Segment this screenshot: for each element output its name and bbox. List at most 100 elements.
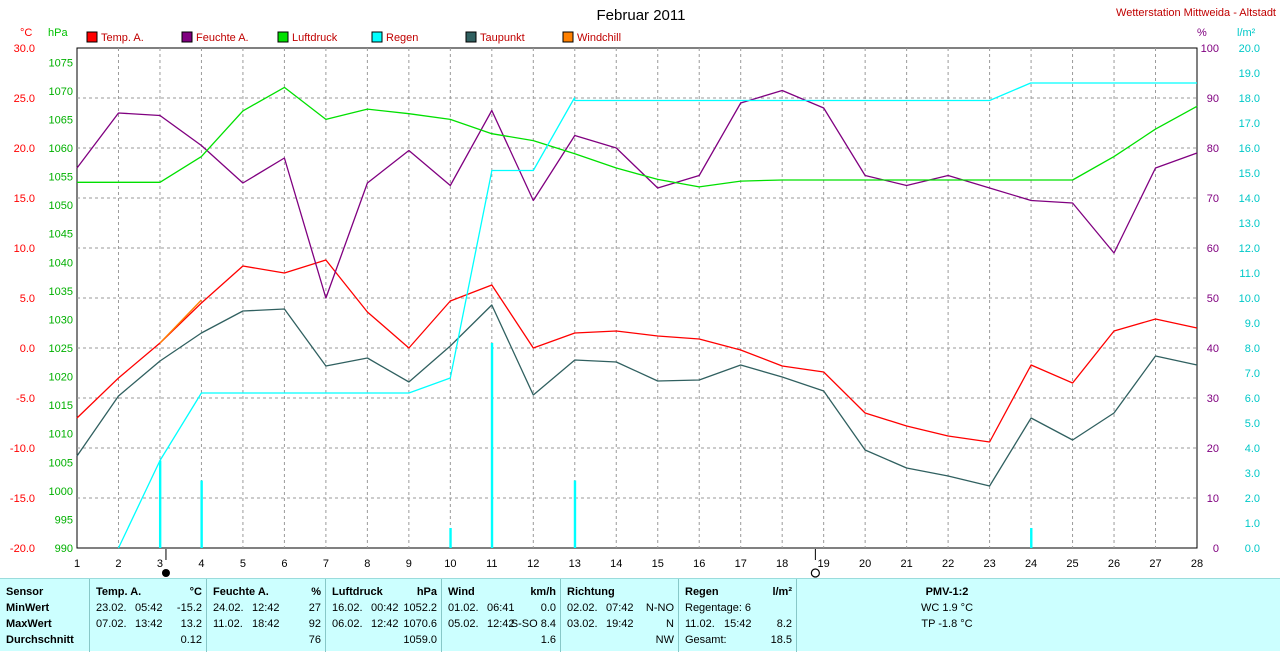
rain-bar bbox=[573, 480, 577, 548]
temp-tick-label: 20.0 bbox=[14, 143, 35, 155]
humidity-unit: % bbox=[311, 586, 321, 598]
rain-title: Regen bbox=[685, 586, 719, 598]
rain-tick-label: 5.0 bbox=[1245, 418, 1260, 430]
pressure-max-date: 06.02. bbox=[332, 618, 363, 630]
humidity-axis-unit: % bbox=[1197, 27, 1207, 39]
legend-label: Temp. A. bbox=[101, 32, 144, 44]
x-tick-label: 18 bbox=[776, 558, 788, 570]
station-name: Wetterstation Mittweida - Altstadt bbox=[1116, 7, 1276, 19]
pmv-tp: TP -1.8 °C bbox=[921, 618, 973, 630]
pressure-tick-label: 1025 bbox=[49, 343, 73, 355]
rain-tick-label: 14.0 bbox=[1239, 193, 1260, 205]
grid bbox=[76, 47, 1198, 549]
temp-tick-label: 10.0 bbox=[14, 243, 35, 255]
pressure-tick-label: 1015 bbox=[49, 400, 73, 412]
x-tick-label: 23 bbox=[983, 558, 995, 570]
rain-tick-label: 10.0 bbox=[1239, 293, 1260, 305]
humidity-tick-label: 50 bbox=[1207, 293, 1219, 305]
humidity-title: Feuchte A. bbox=[213, 586, 269, 598]
statistics-panel: Sensor MinWert MaxWert Durchschnitt Temp… bbox=[0, 578, 1280, 652]
series-line-taupunkt bbox=[76, 304, 1198, 487]
rain-tick-label: 17.0 bbox=[1239, 118, 1260, 130]
humidity-min-time: 12:42 bbox=[252, 602, 280, 614]
pressure-tick-label: 1070 bbox=[49, 86, 73, 98]
humidity-tick-label: 40 bbox=[1207, 343, 1219, 355]
x-tick-label: 25 bbox=[1066, 558, 1078, 570]
x-tick-label: 2 bbox=[115, 558, 121, 570]
series-line-temp-a- bbox=[76, 259, 1198, 443]
humidity-tick-label: 70 bbox=[1207, 193, 1219, 205]
series-line-luftdruck bbox=[77, 86, 1198, 188]
rain-tick-label: 19.0 bbox=[1239, 68, 1260, 80]
wind-unit: km/h bbox=[530, 586, 556, 598]
rain-tick-label: 11.0 bbox=[1239, 268, 1260, 280]
rain-max-value: 8.2 bbox=[776, 618, 792, 630]
rain-tick-label: 7.0 bbox=[1245, 368, 1260, 380]
rain-bar bbox=[158, 460, 162, 548]
rain-axis-unit: l/m² bbox=[1237, 27, 1256, 39]
rain-tick-label: 2.0 bbox=[1245, 493, 1260, 505]
x-tick-label: 1 bbox=[74, 558, 80, 570]
temp-avg-value: 0.12 bbox=[180, 634, 202, 646]
pressure-tick-label: 990 bbox=[55, 543, 73, 555]
data-series bbox=[76, 82, 1198, 549]
pressure-tick-label: 1020 bbox=[49, 372, 73, 384]
rain-max-date: 11.02. bbox=[685, 618, 715, 630]
wind-max-time: 12:42 bbox=[487, 618, 515, 630]
temp-max-time: 13:42 bbox=[135, 618, 163, 630]
pressure-tick-label: 1040 bbox=[49, 257, 73, 269]
legend-swatch bbox=[465, 31, 477, 43]
pressure-axis-unit: hPa bbox=[48, 27, 68, 39]
legend-label: Windchill bbox=[577, 32, 621, 44]
pressure-min-value: 1052.2 bbox=[403, 602, 437, 614]
temp-max-value: 13.2 bbox=[180, 618, 202, 630]
rain-tick-label: 15.0 bbox=[1239, 168, 1260, 180]
direction-min-value: N-NO bbox=[645, 602, 674, 614]
full-moon-icon bbox=[810, 568, 820, 578]
rain-tick-label: 0.0 bbox=[1245, 543, 1260, 555]
wind-max-date: 05.02. bbox=[448, 618, 479, 630]
weather-chart: 30.025.020.015.010.05.00.0-5.0-10.0-15.0… bbox=[10, 7, 1276, 578]
chart-title: Februar 2011 bbox=[597, 7, 686, 24]
series-line-feuchte-a- bbox=[76, 89, 1198, 299]
temp-tick-label: 15.0 bbox=[14, 193, 35, 205]
x-tick-label: 14 bbox=[610, 558, 622, 570]
temp-tick-label: 25.0 bbox=[14, 93, 35, 105]
x-tick-label: 13 bbox=[569, 558, 581, 570]
temp-tick-label: -5.0 bbox=[16, 393, 35, 405]
pressure-tick-label: 995 bbox=[55, 514, 73, 526]
humidity-tick-label: 30 bbox=[1207, 393, 1219, 405]
humidity-tick-label: 10 bbox=[1207, 493, 1219, 505]
legend-label: Regen bbox=[386, 32, 418, 44]
stats-wind-column: Wind km/h 01.02. 06:41 0.0 05.02. 12:42 S-SO … bbox=[441, 579, 560, 652]
sensor-title: Sensor bbox=[6, 586, 44, 598]
pmv-wc: WC 1.9 °C bbox=[920, 602, 974, 614]
temp-unit: °C bbox=[189, 586, 202, 598]
rain-tick-label: 6.0 bbox=[1245, 393, 1260, 405]
stats-direction-column: Richtung 02.02. 07:42 N-NO 03.02. 19:42 N NW bbox=[560, 579, 678, 652]
row-label-avg: Durchschnitt bbox=[6, 634, 74, 646]
pressure-tick-label: 1060 bbox=[49, 143, 73, 155]
x-tick-label: 24 bbox=[1025, 558, 1037, 570]
x-tick-label: 8 bbox=[364, 558, 370, 570]
temp-axis-unit: °C bbox=[20, 27, 32, 39]
x-tick-label: 15 bbox=[652, 558, 664, 570]
rain-unit: l/m² bbox=[772, 586, 792, 598]
rain-bars bbox=[158, 343, 1033, 548]
temp-max-date: 07.02. bbox=[96, 618, 127, 630]
temp-tick-label: -10.0 bbox=[10, 443, 35, 455]
x-tick-label: 11 bbox=[486, 558, 497, 570]
x-tick-label: 7 bbox=[323, 558, 329, 570]
temp-tick-label: 0.0 bbox=[20, 343, 35, 355]
temp-min-time: 05:42 bbox=[135, 602, 163, 614]
x-tick-label: 20 bbox=[859, 558, 871, 570]
humidity-max-date: 11.02. bbox=[213, 618, 243, 630]
legend-swatch bbox=[562, 31, 574, 43]
pressure-tick-label: 1010 bbox=[49, 429, 73, 441]
direction-title: Richtung bbox=[567, 586, 615, 598]
rain-tick-label: 8.0 bbox=[1245, 343, 1260, 355]
rain-total-label: Gesamt: bbox=[685, 634, 727, 646]
humidity-max-value: 92 bbox=[308, 618, 321, 630]
wind-avg-value: 1.6 bbox=[540, 634, 556, 646]
series-line-windchill bbox=[159, 299, 202, 344]
